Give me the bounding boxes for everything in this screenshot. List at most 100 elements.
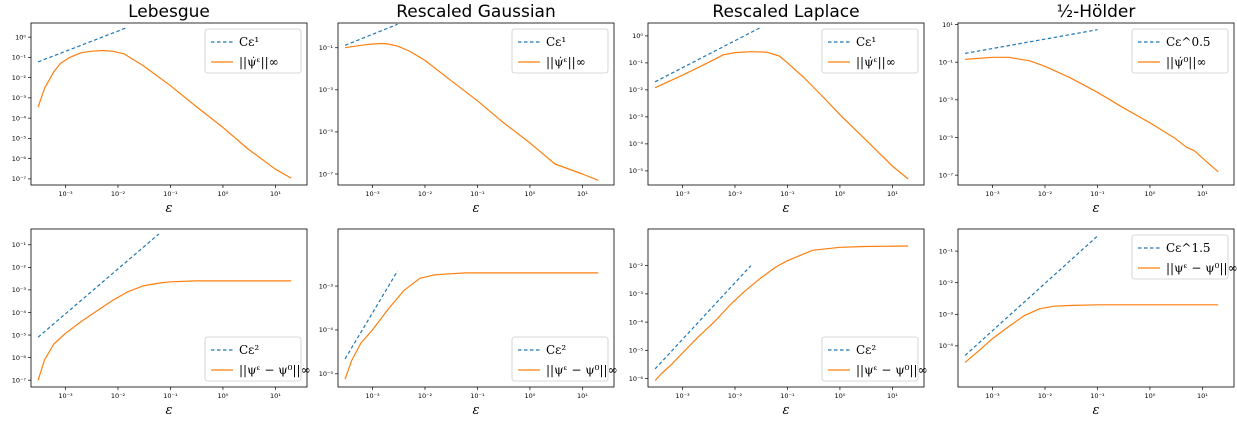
- y-tick-label: 10⁻³: [939, 311, 954, 319]
- x-tick-label: 10¹: [887, 190, 898, 198]
- plot-frame: [337, 228, 615, 388]
- y-tick-label: 10⁰: [632, 32, 643, 40]
- chart-panel-1: Lebesgue 10⁻³ 10⁻² 10⁻¹ 10⁰ 10¹ 10⁻⁷ 10⁻⁶ 10⁻⁵ 10…: [12, 2, 308, 216]
- legend-entry: ||ψᵋ − ψ⁰||∞: [856, 363, 928, 377]
- legend-entry: Cε^0.5: [1166, 35, 1211, 49]
- legend-entry: ||ψ̇⁰||∞: [1166, 55, 1206, 69]
- legend-entry: Cε²: [856, 343, 876, 357]
- y-tick-label: 10⁻¹: [12, 241, 27, 249]
- y-tick-label: 10⁻⁵: [12, 135, 27, 143]
- x-tick-label: 10⁰: [834, 392, 845, 400]
- chart-panel-2: Rescaled Gaussian 10⁻³ 10⁻² 10⁻¹ 10⁰ 10¹ 10⁻⁷ 1…: [319, 2, 615, 216]
- plot-frame: [337, 22, 615, 186]
- x-axis-label: ε: [473, 403, 480, 418]
- x-tick-label: 10⁻³: [675, 392, 690, 400]
- x-tick-label: 10⁻²: [418, 392, 433, 400]
- panel-title: Lebesgue: [128, 2, 210, 22]
- reference-series-line: [654, 265, 752, 370]
- y-tick-label: 10⁻¹: [939, 58, 954, 66]
- y-tick-label: 10⁻⁴: [319, 326, 334, 334]
- x-tick-label: 10⁻³: [985, 190, 1000, 198]
- x-axis-label: ε: [166, 403, 173, 418]
- reference-series-line: [654, 27, 761, 83]
- legend-entry: ||ψᵋ − ψ⁰||∞: [1166, 261, 1237, 275]
- x-tick-label: 10¹: [577, 190, 588, 198]
- x-tick-label: 10⁻³: [675, 190, 690, 198]
- x-tick-label: 10¹: [270, 392, 281, 400]
- measured-series-line: [37, 49, 292, 179]
- x-tick-label: 10⁻¹: [780, 190, 795, 198]
- legend-entry: Cε²: [546, 343, 566, 357]
- x-tick-label: 10⁻³: [58, 392, 73, 400]
- reference-series-line: [37, 233, 160, 338]
- y-tick-label: 10⁻³: [319, 86, 334, 94]
- legend-entry: ||ψ̇ᵋ||∞: [546, 55, 586, 69]
- x-tick-label: 10¹: [887, 392, 898, 400]
- y-tick-label: 10⁰: [15, 33, 26, 41]
- measured-series-line: [964, 304, 1219, 363]
- y-tick-label: 10⁻⁴: [12, 114, 27, 122]
- reference-series-line: [964, 235, 1098, 356]
- legend-entry: ||ψ̇ᵋ||∞: [856, 55, 896, 69]
- legend-entry: Cε¹: [239, 35, 259, 49]
- x-tick-label: 10⁻¹: [780, 392, 795, 400]
- x-tick-label: 10⁰: [1144, 190, 1155, 198]
- legend-entry: Cε¹: [856, 35, 876, 49]
- legend: Cε² ||ψᵋ − ψ⁰||∞: [204, 336, 311, 382]
- y-tick-label: 10⁻⁷: [939, 171, 954, 179]
- legend-entry: Cε^1.5: [1166, 241, 1211, 255]
- x-tick-label: 10⁻²: [728, 190, 743, 198]
- y-tick-label: 10⁻⁶: [12, 354, 27, 362]
- legend-entry: ||ψᵋ − ψ⁰||∞: [239, 363, 311, 377]
- x-axis-label: ε: [783, 403, 790, 418]
- measured-series-line: [344, 272, 599, 380]
- y-tick-label: 10⁻²: [629, 262, 644, 270]
- x-tick-label: 10⁻³: [365, 190, 380, 198]
- y-tick-label: 10⁻⁷: [319, 170, 334, 178]
- y-tick-label: 10⁻⁵: [939, 134, 954, 142]
- y-tick-label: 10⁻⁴: [939, 342, 954, 350]
- chart-panel-6: 10⁻³ 10⁻² 10⁻¹ 10⁰ 10¹ 10⁻⁵ 10⁻⁴ 10⁻³ ε Cε² ||ψᵋ −…: [319, 228, 618, 418]
- y-tick-label: 10⁻⁷: [12, 175, 27, 183]
- y-tick-label: 10⁻⁵: [12, 331, 27, 339]
- reference-series-line: [37, 26, 128, 63]
- y-tick-label: 10⁻²: [939, 279, 954, 287]
- reference-series-line: [344, 270, 399, 360]
- y-tick-label: 10⁻³: [319, 282, 334, 290]
- legend: Cε^1.5 ||ψᵋ − ψ⁰||∞: [1131, 234, 1237, 280]
- x-tick-label: 10⁻³: [365, 392, 380, 400]
- legend-entry: Cε²: [239, 343, 259, 357]
- measured-series-line: [965, 56, 1219, 173]
- y-tick-label: 10⁻⁴: [629, 140, 644, 148]
- y-tick-label: 10⁻³: [12, 286, 27, 294]
- legend: Cε¹ ||ψ̇ᵋ||∞: [511, 28, 609, 74]
- y-tick-label: 10⁻¹: [319, 44, 334, 52]
- x-tick-label: 10⁻²: [111, 190, 126, 198]
- plot-frame: [30, 22, 308, 186]
- y-tick-label: 10⁻⁵: [319, 370, 334, 378]
- y-tick-label: 10⁻³: [629, 113, 644, 121]
- x-tick-label: 10⁰: [217, 190, 228, 198]
- y-tick-label: 10⁻⁵: [629, 347, 644, 355]
- legend-entry: ||ψᵋ − ψ⁰||∞: [546, 363, 618, 377]
- chart-panel-7: 10⁻³ 10⁻² 10⁻¹ 10⁰ 10¹ 10⁻⁶ 10⁻⁵ 10⁻⁴ 10⁻³ 10⁻² ε C…: [629, 228, 928, 418]
- x-tick-label: 10⁻¹: [470, 392, 485, 400]
- plot-frame: [647, 22, 925, 186]
- y-tick-label: 10¹: [942, 21, 953, 29]
- x-tick-label: 10⁰: [217, 392, 228, 400]
- y-tick-label: 10⁻¹: [629, 59, 644, 67]
- x-tick-label: 10⁰: [524, 392, 535, 400]
- x-tick-label: 10⁻³: [58, 190, 73, 198]
- legend-entry: ||ψ̇ᵋ||∞: [239, 55, 279, 69]
- chart-panel-8: 10⁻³ 10⁻² 10⁻¹ 10⁰ 10¹ 10⁻⁴ 10⁻³ 10⁻² 10⁻¹ ε Cε^1.…: [939, 228, 1237, 418]
- x-axis-label: ε: [783, 201, 790, 216]
- x-tick-label: 10⁻²: [1038, 392, 1053, 400]
- x-tick-label: 10⁰: [1144, 392, 1155, 400]
- y-tick-label: 10⁻⁷: [12, 377, 27, 385]
- plot-frame: [30, 228, 308, 388]
- y-tick-label: 10⁻³: [939, 96, 954, 104]
- plot-frame: [647, 228, 925, 388]
- y-tick-label: 10⁻¹: [12, 54, 27, 62]
- measured-series-line: [345, 42, 599, 181]
- y-tick-label: 10⁻²: [12, 74, 27, 82]
